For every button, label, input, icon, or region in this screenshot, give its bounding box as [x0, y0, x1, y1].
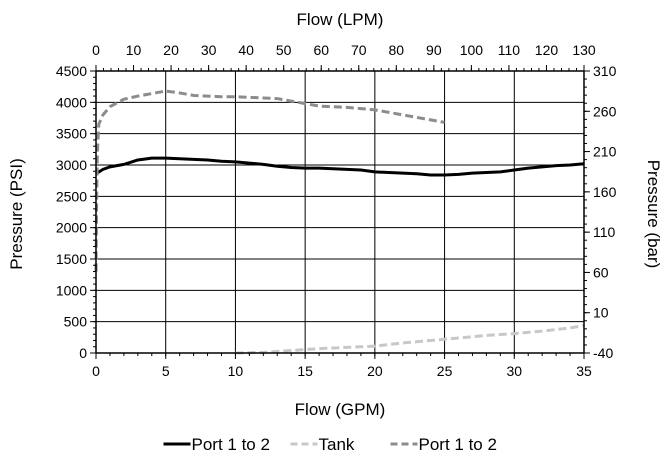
y-tick-label: 4000 — [56, 94, 87, 110]
series-line-2 — [235, 323, 585, 355]
x2-tick-label: 100 — [460, 42, 484, 58]
y-tick-label: 4500 — [56, 63, 87, 79]
y-tick-label: 2000 — [56, 220, 87, 236]
x-tick-label: 25 — [437, 363, 453, 379]
x-tick-label: 0 — [92, 363, 100, 379]
x-tick-label: 20 — [367, 363, 383, 379]
plot-area — [96, 71, 584, 353]
x2-tick-label: 10 — [126, 42, 142, 58]
y2-tick-label: 260 — [593, 103, 617, 119]
x-tick-label: 10 — [228, 363, 244, 379]
series-line-1 — [95, 156, 585, 177]
x-tick-label: 30 — [506, 363, 522, 379]
series-line-3 — [94, 89, 445, 272]
x2-tick-label: 20 — [163, 42, 179, 58]
y-tick-label: 500 — [64, 314, 88, 330]
y-tick-label: 3500 — [56, 126, 87, 142]
x2-tick-label: 110 — [498, 42, 521, 58]
y2-tick-label: 110 — [593, 224, 616, 240]
x-tick-label: 35 — [576, 363, 592, 379]
y2-tick-label: 210 — [593, 144, 617, 160]
y-tick-label: 3000 — [56, 157, 87, 173]
legend-label-2: Tank — [319, 435, 355, 454]
x-axis-title: Flow (GPM) — [295, 400, 386, 419]
y2-tick-label: 60 — [593, 264, 609, 280]
x2-tick-label: 90 — [426, 42, 442, 58]
y-tick-label: 1500 — [56, 251, 87, 267]
plot-background — [96, 71, 584, 353]
x2-tick-label: 0 — [92, 42, 100, 58]
x-tick-label: 5 — [162, 363, 170, 379]
legend-label-1: Port 1 to 2 — [192, 435, 270, 454]
tick-labels: 0 5 10 15 20 25 30 3505001000150020002500300035… — [56, 42, 617, 379]
x2-tick-label: 30 — [201, 42, 217, 58]
y2-tick-label: -40 — [593, 345, 613, 361]
y2-tick-label: 10 — [593, 305, 609, 321]
axes — [90, 65, 590, 359]
y-tick-label: 0 — [79, 345, 87, 361]
y-tick-label: 2500 — [56, 188, 87, 204]
x2-tick-label: 60 — [313, 42, 329, 58]
y-axis-title: Pressure (PSI) — [7, 158, 26, 269]
x2-tick-label: 120 — [535, 42, 559, 58]
y2-axis-title: Pressure (bar) — [644, 160, 661, 269]
x2-tick-label: 70 — [351, 42, 367, 58]
legend-label-3: Port 1 to 2 — [419, 435, 497, 454]
x2-axis-title: Flow (LPM) — [297, 10, 384, 29]
series-lines — [94, 89, 585, 355]
legend: Port 1 to 2 Tank Port 1 to 2 — [163, 435, 497, 454]
x2-tick-label: 50 — [276, 42, 292, 58]
x2-tick-label: 130 — [572, 42, 596, 58]
y2-tick-label: 160 — [593, 184, 617, 200]
y2-tick-label: 310 — [593, 63, 617, 79]
y-tick-label: 1000 — [56, 282, 87, 298]
x2-tick-label: 80 — [389, 42, 405, 58]
x2-tick-label: 40 — [238, 42, 254, 58]
x-tick-label: 15 — [297, 363, 313, 379]
